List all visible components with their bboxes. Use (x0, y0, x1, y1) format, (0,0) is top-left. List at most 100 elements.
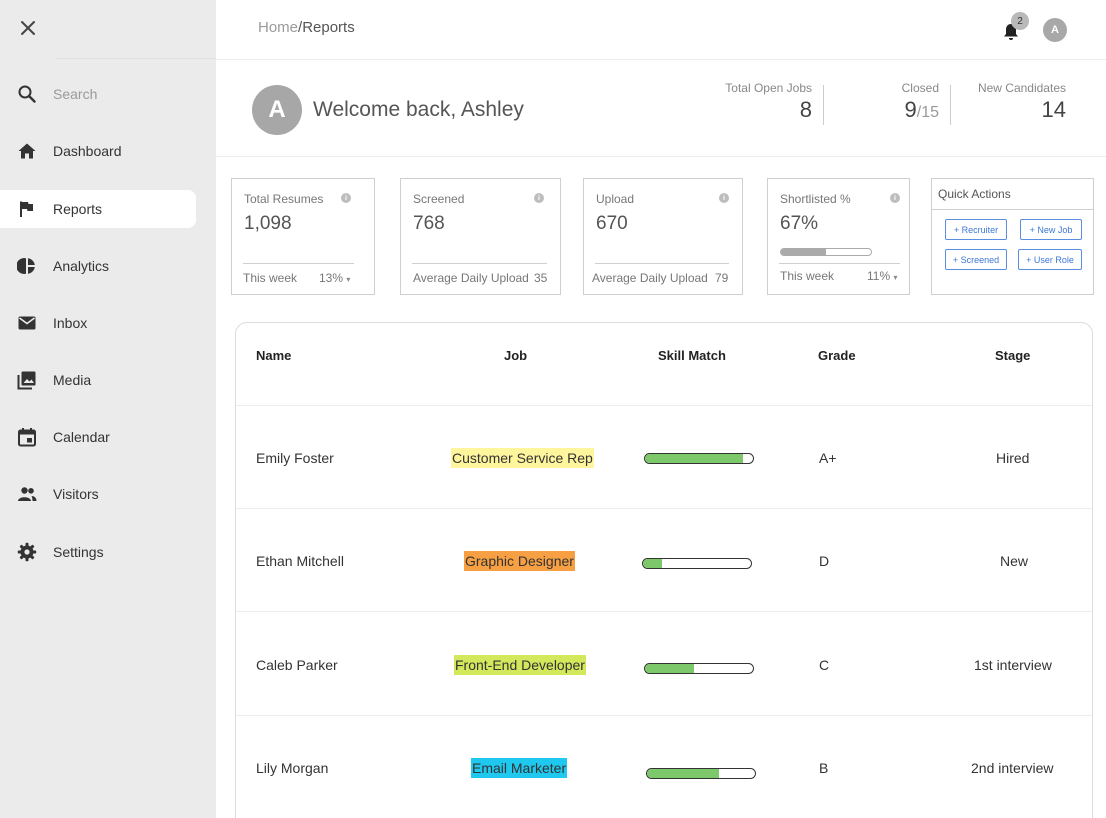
sidebar-item-dashboard[interactable]: Dashboard (0, 132, 196, 170)
breadcrumb: Home/Reports (258, 19, 355, 36)
skill-match-bar (644, 453, 754, 464)
kpi-label: New Candidates (977, 81, 1066, 95)
breadcrumb-separator: / (298, 19, 303, 36)
candidate-name[interactable]: Lily Morgan (256, 760, 329, 776)
header-divider (216, 59, 1106, 60)
add-recruiter-button[interactable]: + Recruiter (945, 219, 1007, 240)
info-icon[interactable]: i (534, 193, 544, 203)
kpi-label: Closed (901, 81, 939, 95)
people-icon (17, 484, 37, 504)
card-quick-actions: Quick Actions + Recruiter + New Job + Sc… (931, 178, 1094, 295)
card-footer-label: Average Daily Upload (413, 271, 529, 285)
card-footer-value: 79 (715, 271, 729, 285)
close-icon[interactable] (17, 17, 39, 39)
card-title: Total Resumes (244, 192, 324, 206)
skill-fill (645, 664, 694, 673)
info-icon[interactable]: i (341, 193, 351, 203)
calendar-icon (17, 427, 37, 447)
sidebar-item-settings[interactable]: Settings (0, 533, 196, 571)
job-tag[interactable]: Graphic Designer (464, 551, 575, 571)
welcome-message: Welcome back, Ashley (313, 98, 524, 121)
grade: C (819, 657, 830, 673)
sidebar-item-calendar[interactable]: Calendar (0, 418, 196, 456)
info-icon[interactable]: i (890, 193, 900, 203)
card-total-resumes: Total Resumes i 1,098 This week 13% ▾ (231, 178, 375, 295)
sidebar-item-label: Dashboard (53, 143, 122, 159)
sidebar-item-analytics[interactable]: Analytics (0, 247, 196, 285)
skill-match-bar (644, 663, 754, 674)
breadcrumb-home[interactable]: Home (258, 19, 299, 36)
kpi-label: Total Open Jobs (725, 81, 812, 95)
shortlisted-progress (780, 248, 872, 256)
kpi-new-candidates: New Candidates 14 (978, 81, 1066, 123)
image-icon (17, 370, 37, 390)
card-value: 670 (596, 213, 628, 234)
column-header-stage[interactable]: Stage (995, 348, 1031, 363)
sidebar-item-inbox[interactable]: Inbox (0, 304, 196, 342)
sidebar-item-label: Reports (53, 201, 103, 217)
sidebar-item-visitors[interactable]: Visitors (0, 475, 196, 513)
column-header-grade[interactable]: Grade (818, 348, 856, 363)
flag-icon (17, 199, 37, 219)
add-user-role-button[interactable]: + User Role (1018, 249, 1082, 270)
stage: New (1000, 553, 1029, 569)
candidate-name[interactable]: Ethan Mitchell (256, 553, 344, 569)
stage: 2nd interview (971, 760, 1054, 776)
home-icon (17, 141, 37, 161)
row-divider (236, 611, 1092, 612)
card-footer-label: This week (243, 271, 298, 285)
job-tag[interactable]: Front-End Developer (454, 655, 586, 675)
card-footer-label: This week (780, 269, 835, 283)
job-tag[interactable]: Email Marketer (471, 758, 568, 778)
add-screened-button[interactable]: + Screened (945, 249, 1007, 270)
grade: D (819, 553, 830, 569)
card-divider (412, 263, 547, 264)
sidebar-item-label: Calendar (53, 429, 110, 445)
progress-fill (781, 249, 826, 255)
skill-fill (645, 454, 744, 463)
card-title: Upload (596, 192, 635, 206)
welcome-divider (216, 156, 1106, 157)
caret-down-icon: ▾ (346, 275, 351, 284)
grade: B (819, 760, 829, 776)
card-value: 768 (413, 213, 445, 234)
candidate-name[interactable]: Caleb Parker (256, 657, 338, 673)
kpi-divider (823, 85, 824, 125)
add-new-job-button[interactable]: + New Job (1020, 219, 1082, 240)
column-header-name[interactable]: Name (256, 348, 292, 363)
quick-actions-title: Quick Actions (938, 187, 1011, 201)
column-header-skill-match[interactable]: Skill Match (658, 348, 726, 363)
candidates-table: Name Job Skill Match Grade Stage Emily F… (235, 322, 1093, 818)
kpi-open-jobs: Total Open Jobs 8 (725, 81, 812, 123)
sidebar-item-reports[interactable]: Reports (0, 190, 196, 228)
sidebar-item-label: Analytics (53, 258, 110, 274)
sidebar-item-label: Media (53, 372, 92, 388)
search-placeholder: Search (53, 86, 98, 102)
candidate-name[interactable]: Emily Foster (256, 450, 334, 466)
card-divider (779, 263, 900, 264)
sidebar-item-media[interactable]: Media (0, 361, 196, 399)
skill-match-bar (642, 558, 752, 569)
grade: A+ (819, 450, 837, 466)
notification-badge: 2 (1011, 12, 1029, 30)
job-tag[interactable]: Customer Service Rep (451, 448, 594, 468)
skill-match-bar (646, 768, 756, 779)
kpi-divider (950, 85, 951, 125)
info-icon[interactable]: i (719, 193, 729, 203)
card-value: 67% (780, 213, 819, 234)
avatar[interactable]: A (1043, 18, 1067, 42)
sidebar-search[interactable]: Search (0, 75, 196, 113)
stage: Hired (996, 450, 1030, 466)
skill-fill (643, 559, 663, 568)
card-value: 1,098 (244, 213, 292, 234)
stage: 1st interview (974, 657, 1052, 673)
row-divider (236, 715, 1092, 716)
mail-icon (17, 313, 37, 333)
sidebar: Search Dashboard Reports Analytics Inbox… (0, 0, 216, 818)
sidebar-item-label: Visitors (53, 486, 99, 502)
card-screened: Screened i 768 Average Daily Upload 35 (400, 178, 561, 295)
row-divider (236, 405, 1092, 406)
kpi-closed: Closed 9/15 (902, 81, 939, 123)
card-shortlisted: Shortlisted % i 67% This week 11% ▾ (767, 178, 910, 295)
column-header-job[interactable]: Job (504, 348, 528, 363)
